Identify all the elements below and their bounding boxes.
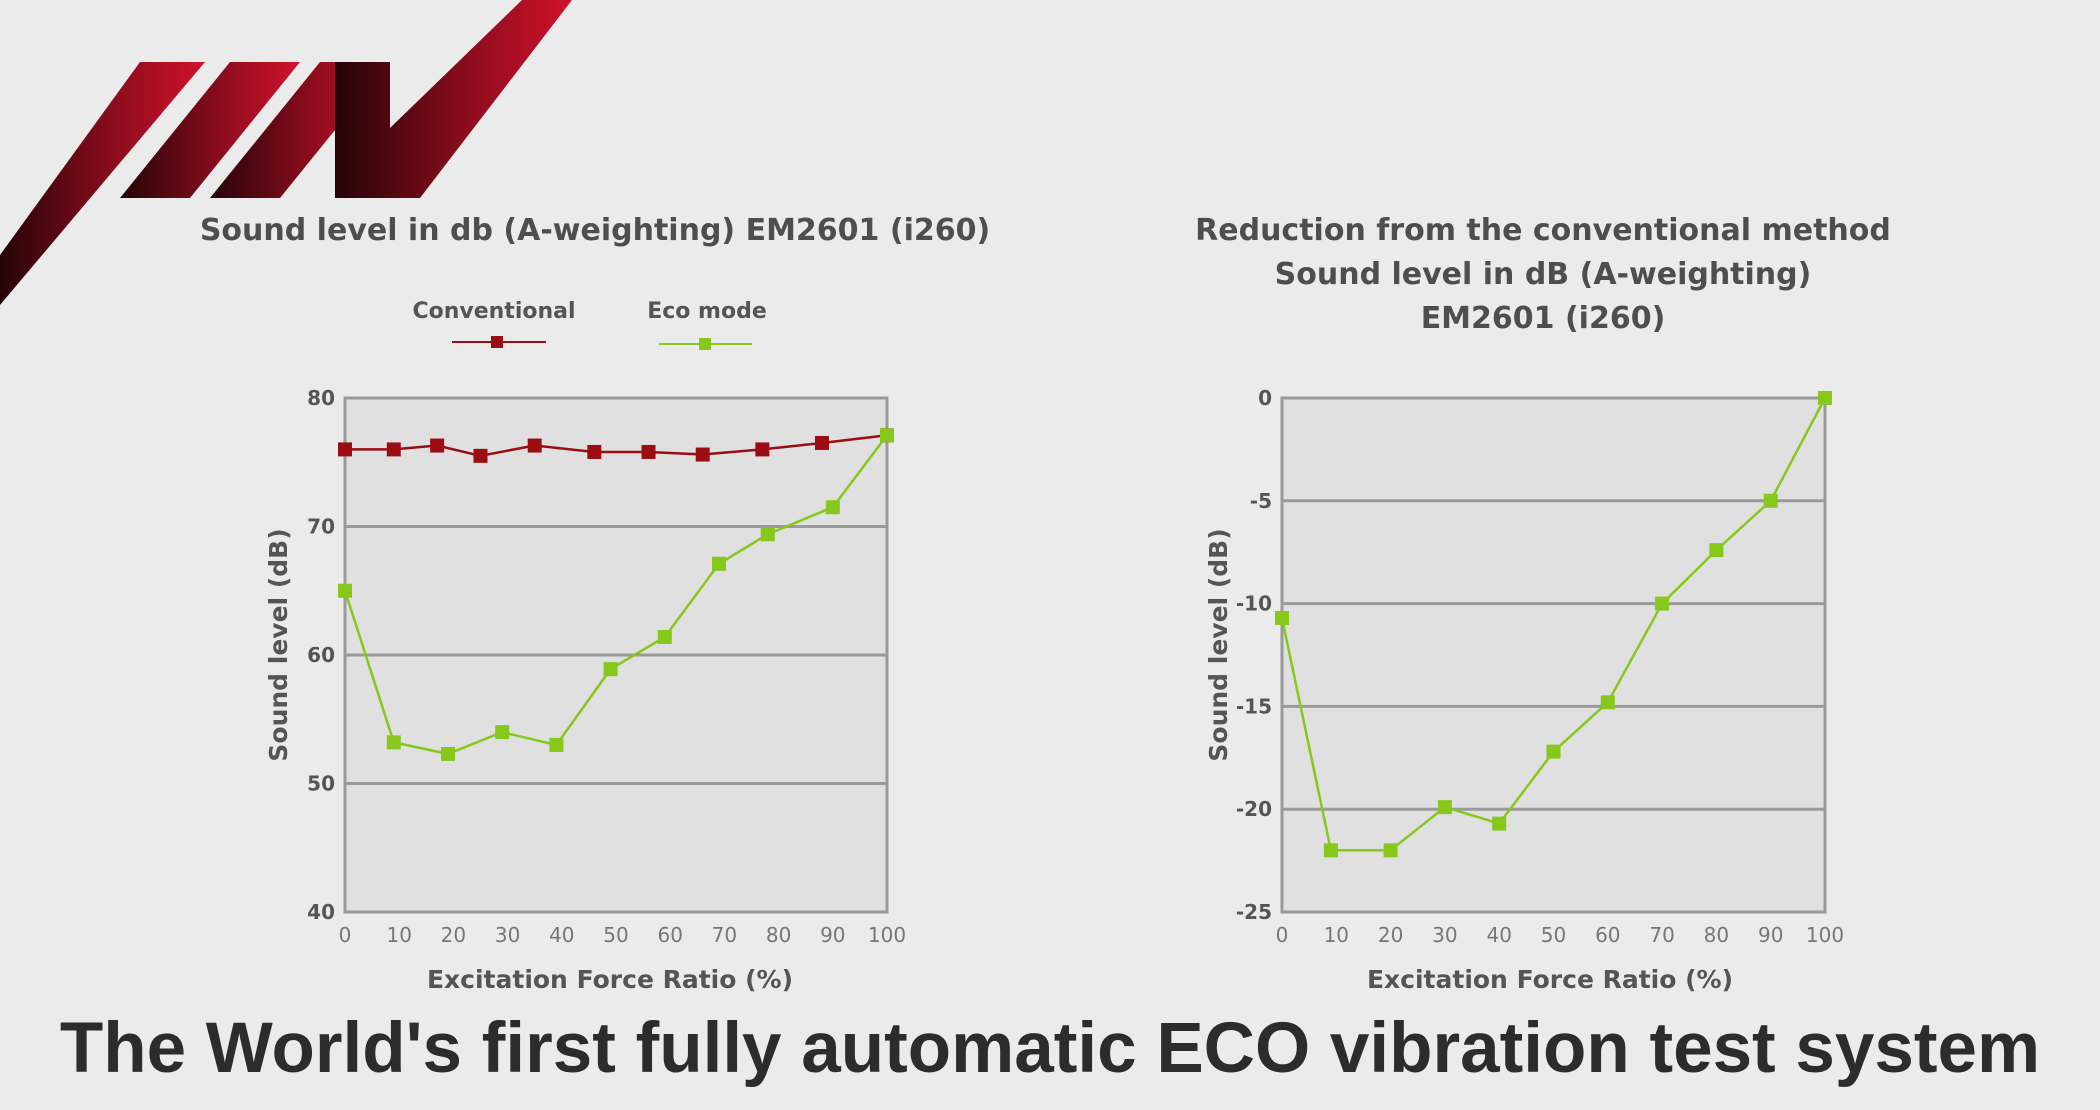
y-tick-label: -20: [1236, 797, 1272, 821]
y-tick-label: -10: [1236, 592, 1272, 616]
y-axis-label: Sound level (dB): [1204, 528, 1233, 761]
data-point-marker: [1655, 596, 1670, 611]
x-tick-label: 40: [1486, 923, 1511, 947]
y-tick-label: 50: [307, 772, 335, 796]
x-axis-label: Excitation Force Ratio (%): [427, 965, 793, 994]
data-point-marker: [695, 447, 710, 462]
y-tick-label: -25: [1236, 900, 1272, 924]
data-point-marker: [338, 442, 352, 457]
x-tick-label: 40: [549, 923, 574, 947]
data-point-marker: [880, 428, 894, 443]
data-point-marker: [603, 662, 618, 677]
logo-stripe-1: [0, 62, 205, 305]
plot-background: [1282, 398, 1825, 912]
data-point-marker: [760, 527, 775, 542]
x-axis-label: Excitation Force Ratio (%): [1367, 965, 1733, 994]
x-tick-label: 70: [1649, 923, 1674, 947]
data-point-marker: [755, 442, 770, 457]
legend-marker-eco-mode: [699, 338, 711, 350]
data-point-marker: [825, 500, 840, 515]
y-tick-label: 80: [307, 386, 335, 410]
logo-check-mark: [335, 0, 572, 198]
plot-border: [1280, 396, 1827, 914]
data-point-marker: [1546, 744, 1561, 759]
x-tick-label: 0: [339, 923, 352, 947]
x-tick-label: 60: [657, 923, 682, 947]
x-tick-label: 90: [1758, 923, 1783, 947]
y-tick-label: 60: [307, 643, 335, 667]
y-tick-label: 70: [307, 515, 335, 539]
x-tick-label: 100: [868, 923, 906, 947]
legend-label-conventional: Conventional: [412, 299, 575, 324]
x-tick-label: 70: [712, 923, 737, 947]
data-point-marker: [549, 737, 564, 752]
sound-reduction-chart: Reduction from the conventional method S…: [1195, 213, 1891, 994]
data-point-marker: [814, 435, 829, 450]
x-tick-label: 50: [603, 923, 628, 947]
chart-title-line-1: Reduction from the conventional method: [1195, 213, 1891, 248]
x-tick-label: 30: [495, 923, 520, 947]
x-tick-label: 50: [1541, 923, 1566, 947]
data-point-marker: [1275, 610, 1289, 625]
chart-title-line-3: EM2601 (i260): [1421, 301, 1666, 336]
legend-marker-conventional: [491, 336, 503, 348]
data-point-marker: [1383, 843, 1398, 858]
y-tick-label: -15: [1236, 694, 1272, 718]
data-point-marker: [527, 438, 542, 453]
x-tick-label: 0: [1276, 923, 1289, 947]
data-point-marker: [440, 746, 455, 761]
data-point-marker: [1600, 695, 1615, 710]
chart-title: Sound level in db (A-weighting) EM2601 (…: [200, 213, 990, 248]
x-tick-label: 80: [1704, 923, 1729, 947]
data-point-marker: [1709, 543, 1724, 558]
data-point-marker: [338, 583, 352, 598]
page-headline: The World's first fully automatic ECO vi…: [59, 1009, 2041, 1088]
x-tick-label: 20: [1378, 923, 1403, 947]
data-point-marker: [1818, 391, 1832, 405]
x-tick-label: 60: [1595, 923, 1620, 947]
x-tick-label: 80: [766, 923, 791, 947]
legend-label-eco-mode: Eco mode: [647, 299, 767, 324]
y-tick-label: 40: [307, 900, 335, 924]
data-point-marker: [1323, 843, 1338, 858]
data-point-marker: [657, 630, 672, 645]
data-point-marker: [1437, 800, 1452, 815]
data-point-marker: [1492, 816, 1507, 831]
logo-stripe-2: [120, 62, 300, 198]
x-tick-label: 10: [1324, 923, 1349, 947]
y-tick-label: 0: [1258, 386, 1272, 410]
data-point-marker: [587, 444, 602, 459]
data-point-marker: [430, 438, 445, 453]
y-axis-label: Sound level (dB): [264, 528, 293, 761]
data-point-marker: [473, 448, 488, 463]
plot-border: [343, 396, 889, 914]
chart-legend: Conventional Eco mode: [412, 299, 767, 350]
data-point-marker: [495, 725, 510, 740]
x-tick-label: 100: [1806, 923, 1844, 947]
data-point-marker: [711, 556, 726, 571]
data-point-marker: [386, 442, 401, 457]
data-point-marker: [386, 735, 401, 750]
data-point-marker: [1763, 493, 1778, 508]
company-logo: [0, 0, 572, 305]
data-point-marker: [641, 444, 656, 459]
chart-title-line-2: Sound level in dB (A-weighting): [1275, 257, 1812, 292]
x-tick-label: 30: [1432, 923, 1457, 947]
x-tick-label: 20: [441, 923, 466, 947]
y-tick-label: -5: [1250, 489, 1272, 513]
x-tick-label: 10: [386, 923, 411, 947]
x-tick-label: 90: [820, 923, 845, 947]
sound-level-chart: Sound level in db (A-weighting) EM2601 (…: [200, 213, 990, 994]
